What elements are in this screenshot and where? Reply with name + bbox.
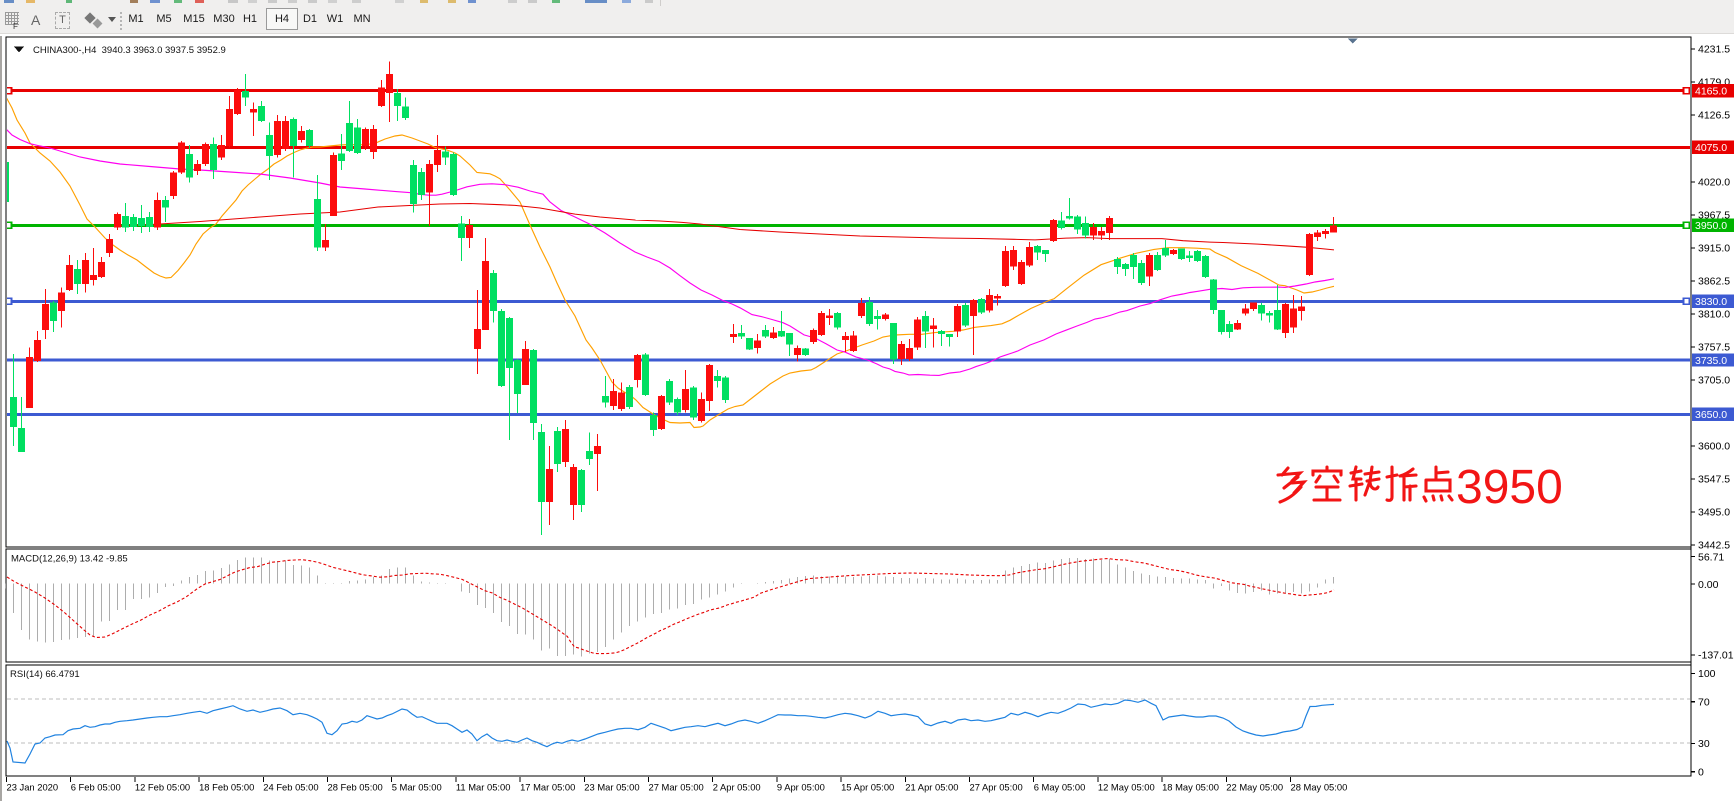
svg-text:3862.5: 3862.5 — [1698, 276, 1730, 288]
svg-text:3705.0: 3705.0 — [1698, 375, 1730, 387]
svg-text:27 Apr 05:00: 27 Apr 05:00 — [970, 782, 1023, 793]
svg-text:12 Feb 05:00: 12 Feb 05:00 — [135, 782, 190, 793]
svg-text:28 May 05:00: 28 May 05:00 — [1291, 782, 1348, 793]
svg-text:3757.5: 3757.5 — [1698, 342, 1730, 354]
svg-text:18 May 05:00: 18 May 05:00 — [1162, 782, 1219, 793]
svg-text:27 Mar 05:00: 27 Mar 05:00 — [649, 782, 704, 793]
svg-text:3950: 3950 — [1456, 461, 1563, 514]
svg-text:18 Feb 05:00: 18 Feb 05:00 — [199, 782, 254, 793]
svg-text:15 Apr 05:00: 15 Apr 05:00 — [841, 782, 894, 793]
svg-text:-137.01: -137.01 — [1698, 650, 1734, 662]
svg-text:4231.5: 4231.5 — [1698, 44, 1730, 56]
svg-text:23 Mar 05:00: 23 Mar 05:00 — [584, 782, 639, 793]
svg-text:56.71: 56.71 — [1698, 551, 1724, 563]
svg-text:6 May 05:00: 6 May 05:00 — [1034, 782, 1086, 793]
svg-text:70: 70 — [1698, 697, 1710, 709]
svg-text:23 Jan 2020: 23 Jan 2020 — [7, 782, 59, 793]
svg-text:0: 0 — [1698, 767, 1704, 779]
svg-text:3600.0: 3600.0 — [1698, 441, 1730, 453]
svg-text:4075.0: 4075.0 — [1695, 142, 1727, 154]
svg-text:4165.0: 4165.0 — [1695, 86, 1727, 98]
svg-text:3810.0: 3810.0 — [1698, 309, 1730, 321]
svg-text:3442.5: 3442.5 — [1698, 540, 1730, 552]
svg-text:30: 30 — [1698, 738, 1710, 750]
svg-text:3735.0: 3735.0 — [1695, 355, 1727, 367]
svg-text:3650.0: 3650.0 — [1695, 409, 1727, 421]
svg-text:17 Mar 05:00: 17 Mar 05:00 — [520, 782, 575, 793]
svg-text:11 Mar 05:00: 11 Mar 05:00 — [456, 782, 511, 793]
svg-text:4126.5: 4126.5 — [1698, 110, 1730, 122]
svg-text:4020.0: 4020.0 — [1698, 177, 1730, 189]
svg-text:0.00: 0.00 — [1698, 579, 1719, 591]
svg-text:9 Apr 05:00: 9 Apr 05:00 — [777, 782, 825, 793]
svg-text:6 Feb 05:00: 6 Feb 05:00 — [71, 782, 121, 793]
svg-text:12 May 05:00: 12 May 05:00 — [1098, 782, 1155, 793]
svg-text:100: 100 — [1698, 668, 1716, 680]
svg-text:3547.5: 3547.5 — [1698, 474, 1730, 486]
svg-text:MACD(12,26,9) 13.42 -9.85: MACD(12,26,9) 13.42 -9.85 — [11, 554, 128, 565]
svg-text:RSI(14) 66.4791: RSI(14) 66.4791 — [10, 669, 80, 680]
svg-text:5 Mar 05:00: 5 Mar 05:00 — [392, 782, 442, 793]
svg-text:28 Feb 05:00: 28 Feb 05:00 — [328, 782, 383, 793]
svg-text:3915.0: 3915.0 — [1698, 243, 1730, 255]
svg-text:3830.0: 3830.0 — [1695, 296, 1727, 308]
svg-text:3495.0: 3495.0 — [1698, 507, 1730, 519]
svg-text:CHINA300-,H4 3940.3 3963.0 39: CHINA300-,H4 3940.3 3963.0 3937.5 3952.9 — [33, 45, 226, 56]
svg-text:22 May 05:00: 22 May 05:00 — [1226, 782, 1283, 793]
svg-text:21 Apr 05:00: 21 Apr 05:00 — [905, 782, 958, 793]
svg-text:24 Feb 05:00: 24 Feb 05:00 — [263, 782, 318, 793]
svg-text:3950.0: 3950.0 — [1695, 220, 1727, 232]
svg-text:2 Apr 05:00: 2 Apr 05:00 — [713, 782, 761, 793]
